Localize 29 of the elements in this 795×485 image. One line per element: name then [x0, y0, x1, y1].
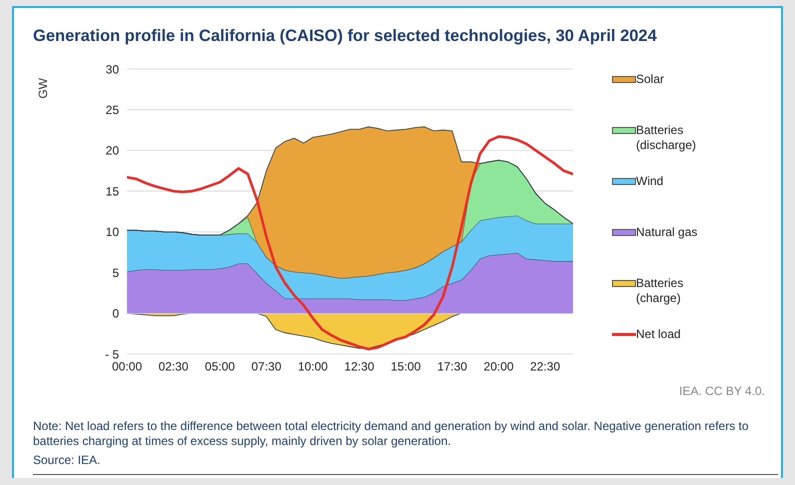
y-tick-label: 0 — [112, 306, 120, 321]
legend-label: Net load — [636, 327, 682, 342]
text: Note: Net load refers to the difference between total electricity demand and generation by wind and solar. Negative generation refers to batteries charging at times of excess supply, mainly driven by solar generation. — [33, 419, 750, 449]
x-tick-label: 02:30 — [158, 360, 189, 374]
y-tick-label: 30 — [106, 62, 120, 76]
y-tick-label: 5 — [112, 266, 120, 280]
legend-label: Natural gas — [636, 225, 698, 240]
text: IEA. CC BY 4.0. — [679, 384, 765, 398]
y-tick-label: 25 — [106, 102, 120, 117]
y-axis-title: GW — [36, 78, 50, 99]
x-tick-label: 10:00 — [298, 360, 328, 374]
y-tick-label: 10 — [106, 225, 120, 240]
legend-label: Batteries (charge) — [636, 276, 684, 306]
source-note: Source: IEA. — [33, 453, 102, 468]
legend-label: Batteries (discharge) — [636, 123, 698, 153]
y-tick-label: 20 — [106, 144, 120, 158]
x-tick-label: 20:00 — [484, 360, 514, 374]
legend-label: Wind — [636, 174, 664, 189]
y-tick-label: 15 — [106, 184, 120, 198]
y-tick-label: - 5 — [104, 347, 120, 362]
x-tick-label: 15:00 — [390, 360, 422, 374]
x-tick-label: 17:30 — [437, 360, 468, 374]
x-tick-label: 12:30 — [344, 360, 375, 374]
x-tick-label: 00:00 — [112, 360, 142, 374]
x-tick-label: 05:00 — [204, 360, 236, 374]
chart-title: Generation profile in California (CAISO) for selected technologies, 30 April 2024 — [33, 27, 657, 46]
x-tick-label: 07:30 — [251, 360, 282, 374]
x-tick-label: 22:30 — [530, 360, 560, 374]
legend-label: Solar — [636, 72, 666, 87]
